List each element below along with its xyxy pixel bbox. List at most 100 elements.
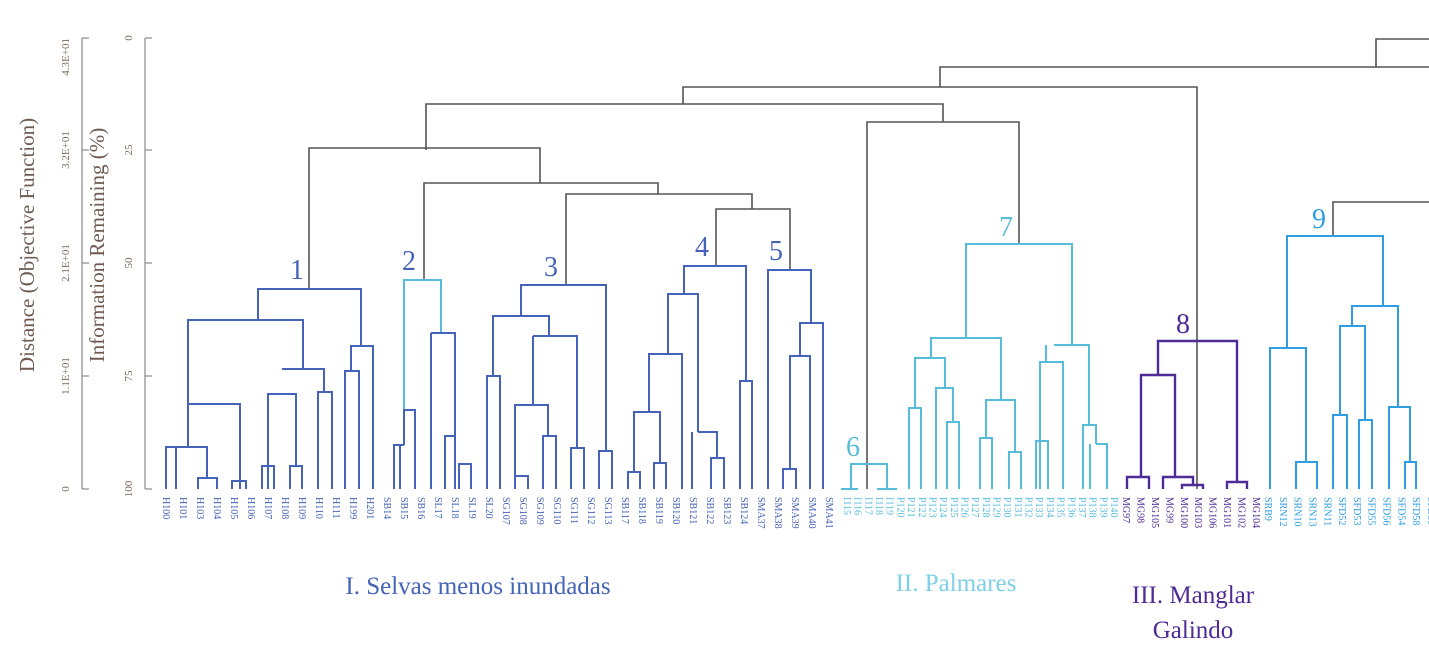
right-axis: 0 25 50 75 100 Information Remaining (%) — [85, 35, 152, 497]
cluster-2 — [393, 279, 472, 489]
leaf-label: SB123 — [721, 497, 732, 524]
leaf-label: SB124 — [738, 497, 749, 524]
leaf-label: SG108 — [517, 497, 528, 525]
leaf-label: P138 — [1087, 497, 1098, 518]
leaf-label: P139 — [1097, 497, 1108, 518]
leaf-label: H101 — [177, 497, 188, 519]
leaf-label: SRN10 — [1292, 497, 1303, 526]
leaf-label: P130 — [1001, 497, 1012, 518]
leaf-label: SL18 — [449, 497, 460, 519]
left-tick: 2.1E+01 — [60, 244, 72, 282]
leaf-label: H110 — [313, 497, 324, 519]
cluster-label-9: 9 — [1312, 204, 1326, 235]
leaf-label: I117 — [862, 497, 873, 515]
leaf-label: MG106 — [1207, 497, 1218, 528]
cluster-1 — [165, 288, 374, 489]
group-label-palmares: II. Palmares — [896, 570, 1017, 597]
leaf-label: H107 — [262, 497, 273, 519]
cluster-label-6: 6 — [846, 432, 860, 463]
link-c9 — [1332, 201, 1429, 236]
leaf-label: SRN11 — [1321, 497, 1332, 526]
leaf-label: SB119 — [653, 497, 664, 524]
leaf-label: MG103 — [1192, 497, 1203, 528]
leaf-label: H106 — [245, 497, 256, 519]
leaf-label: H109 — [296, 497, 307, 519]
leaf-label: SB120 — [670, 497, 681, 524]
right-tick: 75 — [123, 370, 135, 382]
leaf-label: I119 — [884, 497, 895, 515]
leaf-label: H105 — [228, 497, 239, 519]
leaf-label: MG100 — [1178, 497, 1189, 528]
cluster-label-2: 2 — [402, 246, 416, 277]
leaf-label: SL17 — [432, 497, 443, 519]
right-tick: 100 — [123, 480, 135, 497]
leaf-label: MG101 — [1221, 497, 1232, 528]
leaf-label: SFD53 — [1351, 497, 1362, 525]
leaf-label: SG111 — [568, 497, 579, 524]
leaf-label: SMA39 — [789, 497, 800, 529]
leaf-label: SFD59 — [1425, 497, 1429, 525]
leaf-label: H103 — [194, 497, 205, 519]
leaf-label: H111 — [330, 497, 341, 518]
leaf-label: SB14 — [381, 497, 392, 519]
cluster-8 — [1125, 339, 1249, 489]
leaf-label: SFD56 — [1381, 497, 1392, 525]
link-grp3 — [682, 86, 1198, 489]
leaf-label: P126 — [959, 497, 970, 518]
left-tick: 4.3E+01 — [60, 38, 72, 76]
left-tick: 1.1E+01 — [60, 357, 72, 395]
cluster-7 — [908, 243, 1108, 489]
leaf-label: P134 — [1044, 497, 1055, 518]
link-grp1-grp2 — [425, 103, 944, 150]
leaf-label: SRN12 — [1277, 497, 1288, 526]
leaf-label: P129 — [991, 497, 1002, 518]
leaf-label: H201 — [364, 497, 375, 519]
leaf-label: SB122 — [704, 497, 715, 524]
right-tick: 0 — [123, 35, 135, 41]
leaf-label: H100 — [160, 497, 171, 519]
leaf-label: P135 — [1055, 497, 1066, 518]
cluster-5 — [767, 269, 824, 489]
leaf-label: I116 — [852, 497, 863, 515]
root-link — [939, 66, 1429, 87]
link-c2 — [423, 182, 659, 280]
leaf-label: SMA37 — [755, 497, 766, 529]
leaf-label: P121 — [905, 497, 916, 518]
leaf-label: SB121 — [687, 497, 698, 524]
leaf-label: P131 — [1012, 497, 1023, 518]
cluster-label-3: 3 — [544, 252, 558, 283]
cluster-6 — [841, 463, 897, 490]
right-axis-title: Information Remaining (%) — [85, 128, 109, 362]
cluster-label-8: 8 — [1176, 309, 1190, 340]
leaf-label: SFD52 — [1336, 497, 1347, 525]
leaf-label: P136 — [1065, 497, 1076, 518]
leaf-label: SB118 — [636, 497, 647, 524]
group-label-galindo: Galindo — [1153, 617, 1234, 644]
leaf-label: SMA40 — [806, 497, 817, 529]
group-label-manglar: III. Manglar — [1132, 582, 1255, 609]
leaf-label: P122 — [916, 497, 927, 518]
cluster-9 — [1269, 235, 1417, 489]
leaf-label: P127 — [969, 497, 980, 518]
cluster-4 — [627, 265, 753, 489]
leaf-label: P120 — [894, 497, 905, 518]
link-c3 — [565, 193, 753, 285]
leaf-label: SFD55 — [1366, 497, 1377, 525]
leaf-label: SL20 — [483, 497, 494, 519]
cluster-label-1: 1 — [290, 255, 304, 286]
leaf-label: P123 — [926, 497, 937, 518]
leaf-label: P128 — [980, 497, 991, 518]
leaf-label: MG97 — [1120, 497, 1131, 523]
leaf-label: MG104 — [1250, 497, 1261, 528]
leaf-label: MG98 — [1134, 497, 1145, 523]
link-c1 — [308, 147, 541, 289]
leaf-label: SG112 — [585, 497, 596, 524]
leaf-label: SRB9 — [1262, 497, 1273, 521]
leaf-label: P133 — [1033, 497, 1044, 518]
leaf-label: H199 — [347, 497, 358, 519]
link-grp2 — [866, 121, 1020, 489]
right-tick: 50 — [123, 257, 135, 269]
leaf-label: SL19 — [466, 497, 477, 519]
leaf-label: I115 — [841, 497, 852, 515]
